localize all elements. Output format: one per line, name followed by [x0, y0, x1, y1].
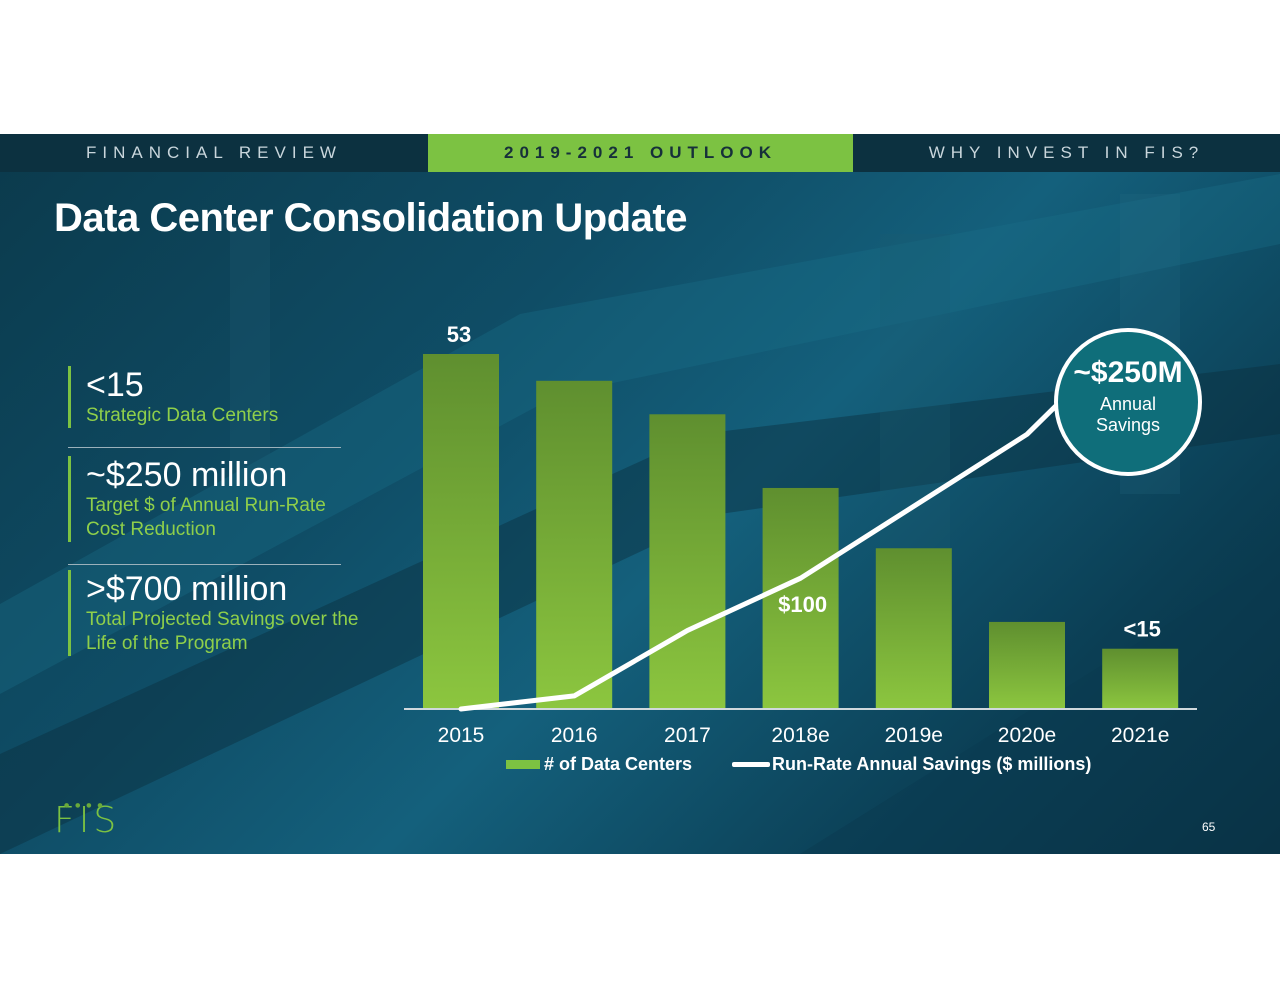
data-label: 53: [447, 322, 471, 347]
legend-bar-label: # of Data Centers: [544, 754, 693, 774]
savings-line: [458, 379, 1083, 712]
tab-financial-review[interactable]: FINANCIAL REVIEW: [0, 134, 428, 172]
stat-value: ~$250 million: [86, 456, 288, 494]
top-navigation: FINANCIAL REVIEW 2019-2021 OUTLOOK WHY I…: [0, 134, 1280, 172]
x-tick-label: 2017: [664, 724, 711, 747]
bar-2021e: [1102, 648, 1179, 709]
callout-label-line2: Savings: [1095, 415, 1161, 435]
tab-outlook[interactable]: 2019-2021 OUTLOOK: [428, 134, 853, 172]
legend-bars: # of Data Centers: [506, 754, 692, 775]
stat-target-savings: ~$250 million Target $ of Annual Run-Rat…: [68, 456, 360, 542]
fis-logo: ● ● ● ● FIS: [54, 800, 120, 841]
data-center-chart: 2015 2016 2017 2018e 2019e 2020e 2021e 53 <15 $10…: [404, 322, 1197, 747]
bar-2019e: [875, 548, 952, 709]
callout-label-line1: Annual: [1099, 394, 1157, 414]
stat-divider: [68, 447, 341, 448]
bar-2018e: [762, 487, 839, 709]
stat-label: Total Projected Savings over the Life of…: [86, 609, 359, 654]
legend-line: Run-Rate Annual Savings ($ millions): [732, 754, 1091, 775]
stat-value: <15: [86, 366, 144, 404]
x-tick-label: 2019e: [885, 724, 943, 747]
x-tick-label: 2018e: [771, 724, 829, 747]
x-tick-label: 2016: [551, 724, 598, 747]
data-label: <15: [1124, 617, 1161, 642]
tab-why-invest[interactable]: WHY INVEST IN FIS?: [853, 134, 1280, 172]
logo-text: FIS: [54, 800, 121, 841]
bar-2016: [536, 380, 613, 709]
legend-bar-swatch: [506, 760, 540, 769]
stat-data-centers: <15 Strategic Data Centers: [68, 366, 360, 428]
x-tick-label: 2015: [438, 724, 485, 747]
x-tick-label: 2020e: [998, 724, 1056, 747]
page-title: Data Center Consolidation Update: [54, 196, 687, 240]
stat-total-savings: >$700 million Total Projected Savings ov…: [68, 570, 360, 656]
logo-dots: ● ● ● ●: [64, 802, 105, 809]
annual-savings-callout: ~$250M Annual Savings: [1054, 328, 1202, 476]
stat-value: >$700 million: [86, 570, 288, 608]
bar-2015: [423, 354, 499, 709]
page-number: 65: [1202, 820, 1216, 834]
bar-2020e: [989, 621, 1065, 709]
slide: FINANCIAL REVIEW 2019-2021 OUTLOOK WHY I…: [0, 134, 1280, 854]
legend-line-swatch: [732, 762, 770, 767]
bar-2017: [649, 414, 726, 709]
x-tick-label: 2021e: [1111, 724, 1169, 747]
stat-divider: [68, 564, 341, 565]
data-label: $100: [778, 592, 827, 617]
callout-value: ~$250M: [1073, 356, 1183, 389]
stat-label: Strategic Data Centers: [86, 405, 279, 426]
stat-label: Target $ of Annual Run-Rate Cost Reducti…: [86, 495, 326, 540]
legend-line-label: Run-Rate Annual Savings ($ millions): [772, 754, 1092, 774]
